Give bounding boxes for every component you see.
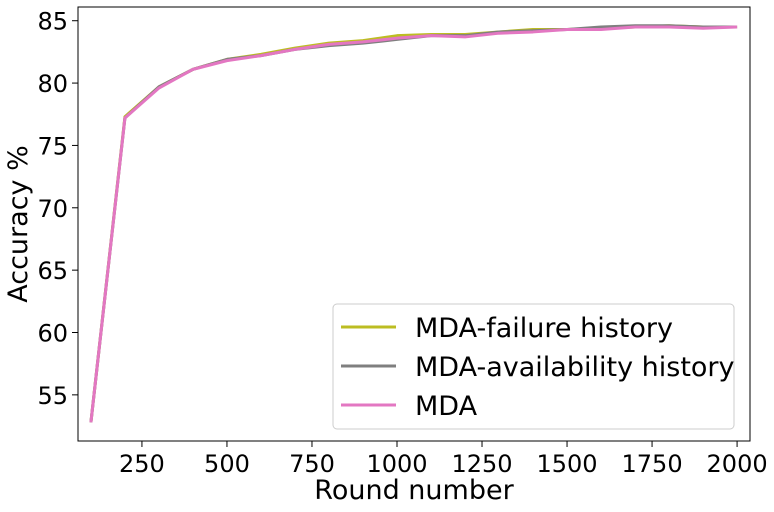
x-tick-label: 1750 (622, 450, 683, 478)
y-axis-label: Accuracy % (3, 145, 34, 303)
legend: MDA-failure history MDA-availability hist… (332, 303, 735, 430)
plot-area (89, 24, 738, 423)
legend-label-3: MDA (415, 391, 478, 422)
x-tick-label: 500 (204, 450, 250, 478)
y-tick-label: 60 (37, 320, 68, 348)
x-axis-label: Round number (314, 475, 514, 506)
x-tick-label: 750 (289, 450, 335, 478)
y-tick-label: 80 (37, 70, 68, 98)
x-tick-label: 2000 (707, 450, 768, 478)
y-tick-label: 65 (37, 257, 68, 285)
series-line-3 (89, 25, 738, 423)
legend-label-2: MDA-availability history (415, 352, 735, 383)
legend-label-1: MDA-failure history (415, 313, 673, 344)
y-tick-label: 70 (37, 195, 68, 223)
legend-box (332, 303, 735, 430)
axes-frame (77, 6, 751, 442)
y-tick-label: 85 (37, 8, 68, 36)
y-tick-label: 75 (37, 132, 68, 160)
y-tick-label: 55 (37, 382, 68, 410)
x-tick-label: 1500 (536, 450, 597, 478)
axes: 250 500 750 1000 1250 1500 1750 2000 55 60 65 70 75 8… (37, 6, 768, 478)
x-tick-label: 1000 (366, 450, 427, 478)
x-tick-label: 1250 (451, 450, 512, 478)
x-tick-label: 250 (119, 450, 165, 478)
